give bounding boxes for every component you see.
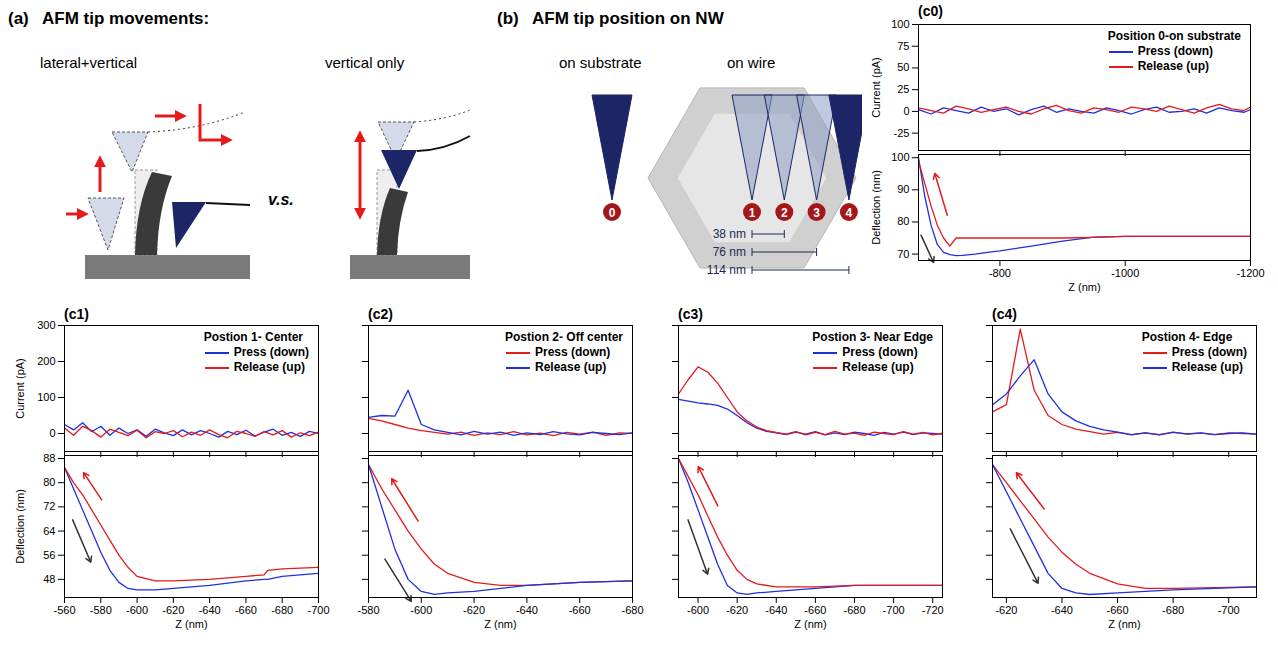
html-text:Release (up): Release (up) xyxy=(535,360,607,374)
svg-text:-680: -680 xyxy=(621,604,643,616)
svg-text:-600: -600 xyxy=(687,604,709,616)
svg-text:-1000: -1000 xyxy=(1111,267,1139,279)
svg-text:2: 2 xyxy=(781,206,788,220)
svg-text:Current (pA): Current (pA) xyxy=(870,57,882,118)
html-text:(c4): (c4) xyxy=(992,306,1017,322)
svg-text:114 nm: 114 nm xyxy=(707,263,746,277)
svg-text:Z (nm): Z (nm) xyxy=(1068,281,1100,293)
html-text:(c2): (c2) xyxy=(368,306,393,322)
svg-text:Deflection (nm): Deflection (nm) xyxy=(14,489,26,564)
svg-text:-600: -600 xyxy=(410,604,432,616)
svg-text:-800: -800 xyxy=(989,267,1011,279)
html-text:(c3): (c3) xyxy=(678,306,703,322)
svg-text:Z (nm): Z (nm) xyxy=(1108,618,1140,630)
svg-text:4: 4 xyxy=(846,206,853,220)
svg-text:72: 72 xyxy=(43,500,55,512)
html-text:Release (up): Release (up) xyxy=(1137,59,1209,73)
svg-text:Z (nm): Z (nm) xyxy=(175,618,207,630)
svg-text:AFM tip movements:: AFM tip movements: xyxy=(42,9,209,28)
svg-text:-620: -620 xyxy=(162,604,184,616)
svg-text:80: 80 xyxy=(43,476,55,488)
svg-text:-680: -680 xyxy=(843,604,865,616)
html-text:(c1): (c1) xyxy=(64,306,89,322)
svg-text:38 nm: 38 nm xyxy=(713,227,746,241)
svg-text:90: 90 xyxy=(897,183,909,195)
svg-text:200: 200 xyxy=(37,355,55,367)
html-text:Release (up): Release (up) xyxy=(233,360,305,374)
svg-text:-580: -580 xyxy=(90,604,112,616)
svg-text:1: 1 xyxy=(749,206,756,220)
svg-text:-660: -660 xyxy=(569,604,591,616)
svg-text:56: 56 xyxy=(43,549,55,561)
svg-text:-620: -620 xyxy=(463,604,485,616)
svg-text:100: 100 xyxy=(891,18,909,30)
svg-text:100: 100 xyxy=(37,391,55,403)
svg-text:-560: -560 xyxy=(53,604,75,616)
svg-text:3: 3 xyxy=(813,206,820,220)
svg-text:vertical only: vertical only xyxy=(325,54,405,71)
svg-text:-25: -25 xyxy=(894,127,910,139)
svg-text:-700: -700 xyxy=(883,604,905,616)
svg-text:0: 0 xyxy=(49,427,55,439)
svg-text:on wire: on wire xyxy=(727,54,775,71)
svg-text:-640: -640 xyxy=(199,604,221,616)
html-text:Postion 2- Off center: Postion 2- Off center xyxy=(505,330,623,344)
svg-text:64: 64 xyxy=(43,525,55,537)
svg-text:v.s.: v.s. xyxy=(268,191,294,208)
svg-text:-660: -660 xyxy=(804,604,826,616)
svg-text:-700: -700 xyxy=(307,604,329,616)
html-text:Press (down): Press (down) xyxy=(1137,44,1213,58)
html-text:Postion 3- Near Edge: Postion 3- Near Edge xyxy=(812,330,933,344)
html-text:Press (down): Press (down) xyxy=(842,345,918,359)
svg-text:-660: -660 xyxy=(1107,604,1129,616)
html-text:Position 0-on substrate: Position 0-on substrate xyxy=(1107,29,1241,43)
svg-text:-600: -600 xyxy=(126,604,148,616)
svg-text:-680: -680 xyxy=(1162,604,1184,616)
svg-text:-660: -660 xyxy=(235,604,257,616)
svg-text:-620: -620 xyxy=(995,604,1017,616)
svg-text:lateral+vertical: lateral+vertical xyxy=(40,54,137,71)
svg-text:76 nm: 76 nm xyxy=(713,245,746,259)
svg-text:-720: -720 xyxy=(922,604,944,616)
svg-text:100: 100 xyxy=(891,151,909,163)
svg-text:-620: -620 xyxy=(726,604,748,616)
svg-text:0: 0 xyxy=(903,105,909,117)
svg-text:0: 0 xyxy=(609,206,616,220)
svg-text:(b): (b) xyxy=(497,9,519,28)
svg-text:Z (nm): Z (nm) xyxy=(794,618,826,630)
svg-text:-640: -640 xyxy=(1051,604,1073,616)
html-text:Press (down): Press (down) xyxy=(233,345,309,359)
svg-text:-1200: -1200 xyxy=(1236,267,1264,279)
html-text:Release (up): Release (up) xyxy=(1171,360,1243,374)
svg-text:AFM tip position on NW: AFM tip position on NW xyxy=(532,9,725,28)
svg-text:-640: -640 xyxy=(516,604,538,616)
svg-text:on substrate: on substrate xyxy=(559,54,642,71)
svg-text:80: 80 xyxy=(897,215,909,227)
svg-text:(a): (a) xyxy=(8,9,29,28)
svg-text:-700: -700 xyxy=(1218,604,1240,616)
svg-text:Z (nm): Z (nm) xyxy=(484,618,516,630)
html-text:Press (down): Press (down) xyxy=(535,345,611,359)
svg-text:70: 70 xyxy=(897,248,909,260)
html-text:Postion 4- Edge: Postion 4- Edge xyxy=(1141,330,1233,344)
svg-text:-640: -640 xyxy=(765,604,787,616)
html-text:(c0): (c0) xyxy=(918,3,943,19)
svg-text:50: 50 xyxy=(897,61,909,73)
svg-text:-680: -680 xyxy=(271,604,293,616)
svg-text:88: 88 xyxy=(43,452,55,464)
svg-text:Deflection (nm): Deflection (nm) xyxy=(870,170,882,245)
svg-text:25: 25 xyxy=(897,83,909,95)
svg-text:48: 48 xyxy=(43,573,55,585)
html-text:Press (down): Press (down) xyxy=(1171,345,1247,359)
html-text:Release (up): Release (up) xyxy=(842,360,914,374)
svg-text:300: 300 xyxy=(37,319,55,331)
svg-text:Current (pA): Current (pA) xyxy=(14,358,26,419)
svg-text:-580: -580 xyxy=(357,604,379,616)
svg-text:75: 75 xyxy=(897,40,909,52)
html-text:Postion 1- Center: Postion 1- Center xyxy=(203,330,303,344)
